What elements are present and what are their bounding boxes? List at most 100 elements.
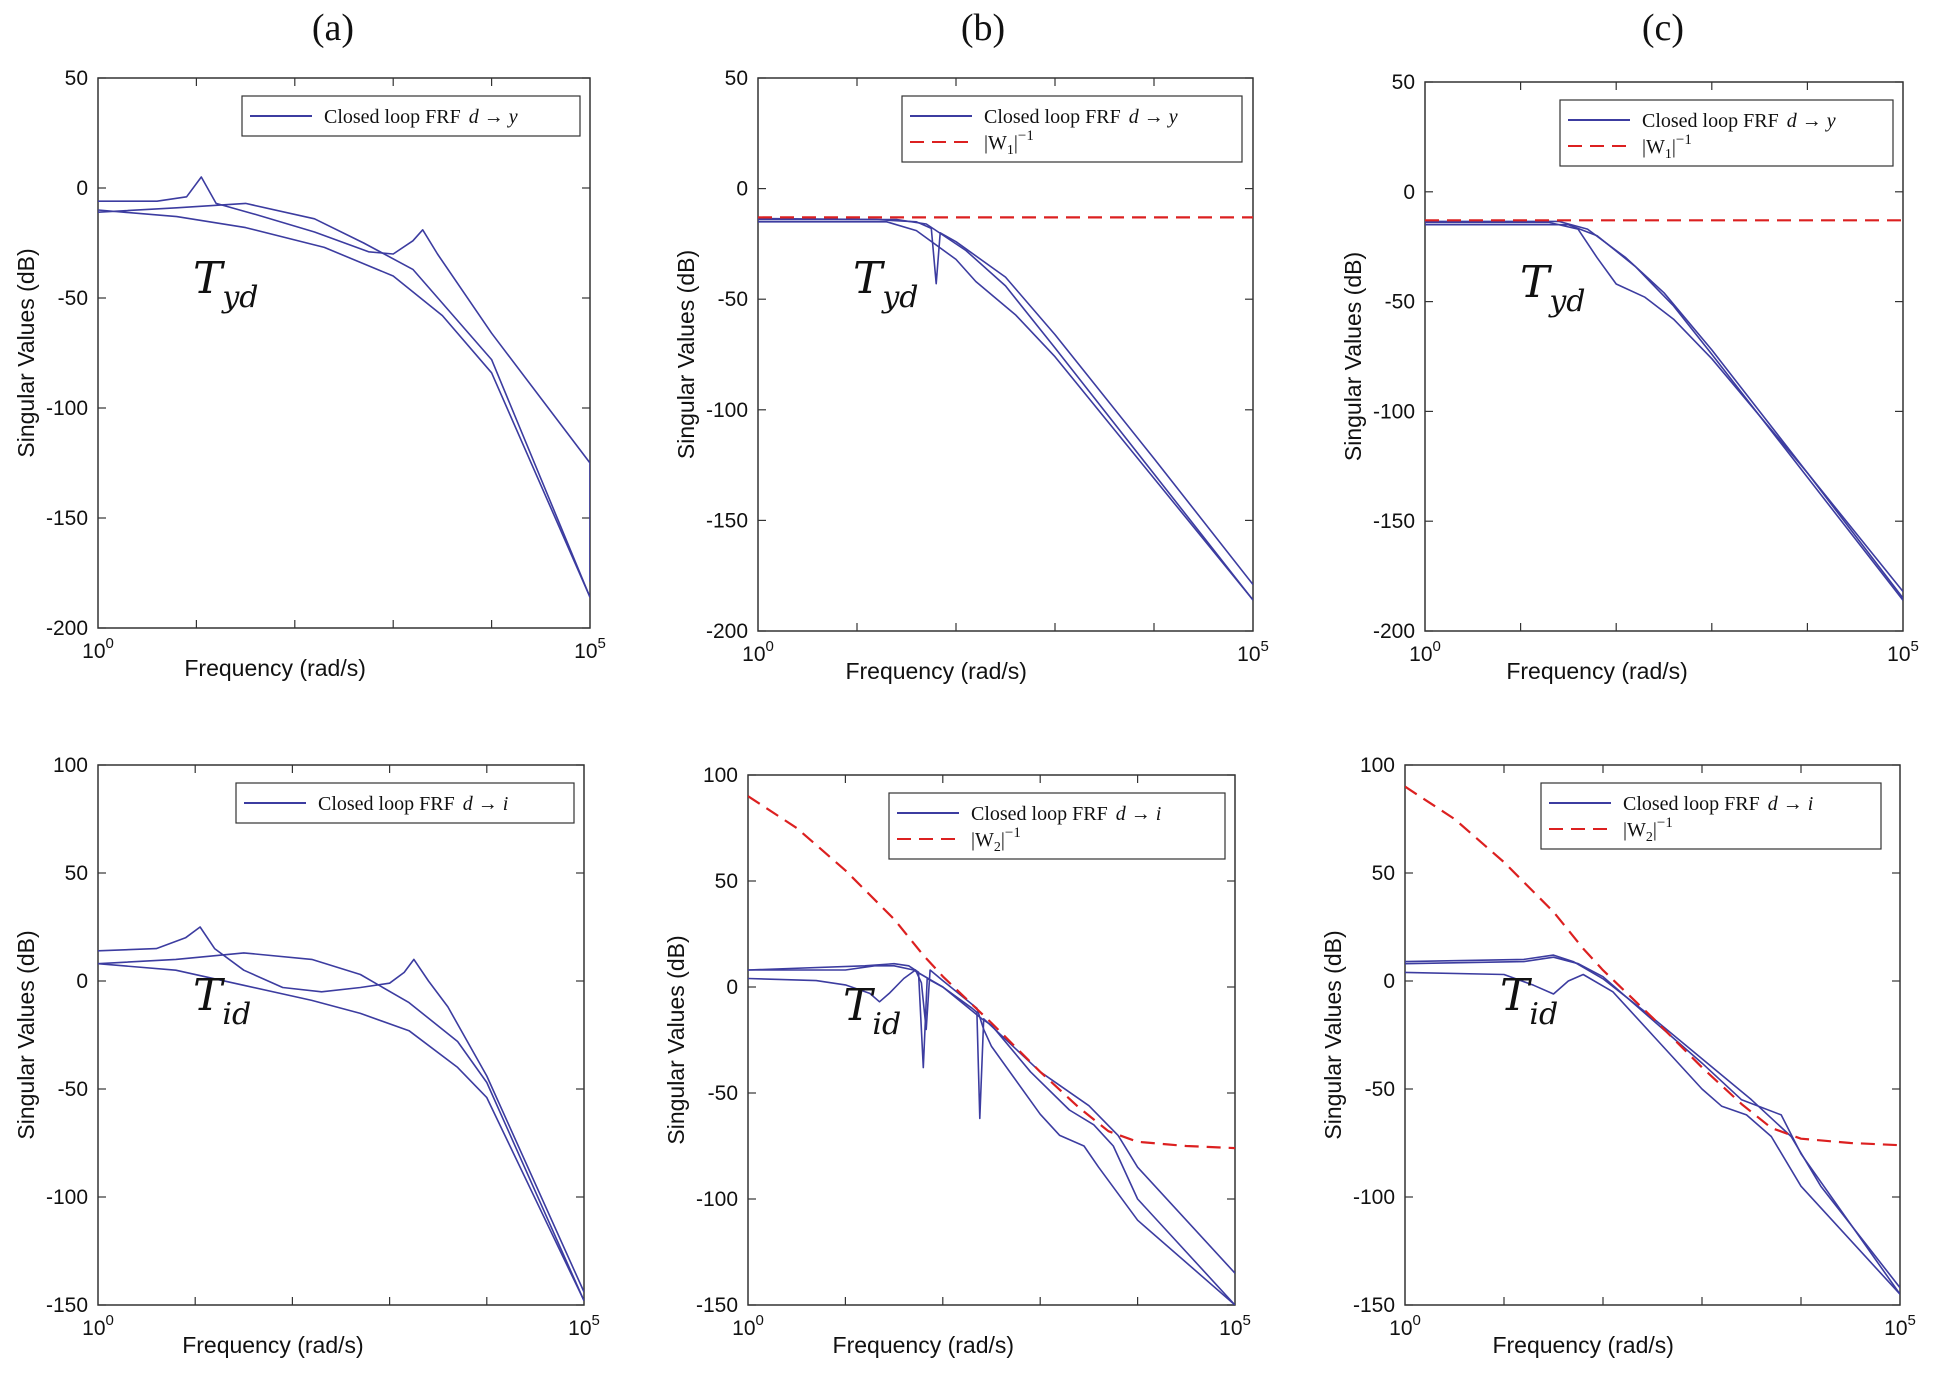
x-axis-label: Frequency (rad/s) bbox=[1492, 1332, 1674, 1358]
legend-math: d → y bbox=[469, 106, 518, 128]
x-tick-base: 10 bbox=[1389, 1317, 1412, 1340]
x-tick-label: 105 bbox=[1237, 638, 1269, 666]
y-tick-label: -150 bbox=[1373, 510, 1415, 533]
y-axis-label: Singular Values (dB) bbox=[663, 935, 689, 1144]
y-tick-label: -100 bbox=[1373, 400, 1415, 423]
legend-math: d → y bbox=[1129, 106, 1178, 128]
legend-text-close: | bbox=[1014, 132, 1018, 154]
y-tick-label: 0 bbox=[726, 976, 738, 999]
y-tick-label: -200 bbox=[46, 617, 88, 640]
y-tick-label: 100 bbox=[1360, 754, 1395, 777]
legend-text-close: | bbox=[1653, 819, 1657, 841]
legend-text: Closed loop FRF bbox=[984, 106, 1121, 128]
panel-label-a: (a) bbox=[312, 7, 354, 49]
y-tick-label: 50 bbox=[725, 67, 748, 90]
annotation-main: T bbox=[1520, 257, 1553, 308]
y-tick-label: 50 bbox=[65, 862, 88, 885]
x-tick-label: 100 bbox=[82, 1312, 114, 1340]
x-tick-label: 105 bbox=[574, 635, 606, 663]
legend-subscript: 1 bbox=[1665, 147, 1672, 162]
x-tick-label: 100 bbox=[82, 635, 114, 663]
legend-text: |W bbox=[984, 132, 1007, 154]
legend-text: |W bbox=[1642, 136, 1665, 158]
x-tick-exponent: 0 bbox=[756, 1312, 764, 1329]
series-line-closed-loop-frf-d-i-1 bbox=[748, 969, 1235, 1305]
y-tick-label: -50 bbox=[1385, 291, 1415, 314]
legend-text: |W bbox=[1623, 819, 1646, 841]
legend-text: Closed loop FRF bbox=[318, 793, 455, 815]
y-tick-label: 50 bbox=[65, 67, 88, 90]
series-line-closed-loop-frf-d-y-2 bbox=[758, 221, 1253, 601]
legend-text: Closed loop FRF bbox=[324, 106, 461, 128]
legend-subscript: 1 bbox=[1007, 143, 1014, 158]
legend-box bbox=[901, 95, 1243, 163]
y-tick-label: 0 bbox=[1383, 970, 1395, 993]
legend: Closed loop FRF d → y bbox=[241, 95, 581, 137]
legend-box bbox=[1559, 99, 1894, 167]
y-tick-label: -50 bbox=[58, 1078, 88, 1101]
plot-area bbox=[757, 77, 1254, 632]
series-line-closed-loop-frf-d-i-2 bbox=[98, 952, 584, 1302]
series-line-closed-loop-frf-d-y-3 bbox=[98, 209, 590, 598]
series-line-closed-loop-frf-d-i-1 bbox=[1405, 971, 1900, 1295]
plot-area bbox=[1424, 81, 1904, 632]
y-tick-label: 50 bbox=[715, 870, 738, 893]
legend-superscript: −1 bbox=[1018, 128, 1034, 144]
y-tick-label: 0 bbox=[76, 177, 88, 200]
x-tick-label: 100 bbox=[742, 638, 774, 666]
annotation-main: T bbox=[193, 253, 226, 304]
annotation-subscript: id bbox=[872, 1007, 901, 1042]
x-axis-label: Frequency (rad/s) bbox=[182, 1332, 364, 1358]
x-tick-base: 10 bbox=[1884, 1317, 1907, 1340]
y-axis-label: Singular Values (dB) bbox=[1320, 930, 1346, 1139]
x-tick-label: 100 bbox=[1389, 1312, 1421, 1340]
series-line-closed-loop-frf-d-i-2 bbox=[1405, 956, 1900, 1295]
annotation-subscript: id bbox=[222, 997, 251, 1032]
legend-text-close: | bbox=[1672, 136, 1676, 158]
legend-subscript: 2 bbox=[994, 840, 1001, 855]
x-tick-base: 10 bbox=[568, 1317, 591, 1340]
y-tick-label: 0 bbox=[1403, 181, 1415, 204]
panel-label-c: (c) bbox=[1642, 7, 1684, 49]
x-tick-label: 100 bbox=[732, 1312, 764, 1340]
x-tick-exponent: 0 bbox=[1433, 638, 1441, 655]
annotation-subscript: yd bbox=[880, 280, 918, 315]
series-line-closed-loop-frf-d-y-3 bbox=[1425, 223, 1903, 601]
series-line-closed-loop-frf-d-y-1 bbox=[98, 176, 590, 582]
x-tick-exponent: 5 bbox=[1261, 638, 1269, 655]
annotation-main: T bbox=[193, 970, 226, 1021]
legend-math: d → y bbox=[1787, 110, 1836, 132]
y-tick-label: -50 bbox=[58, 287, 88, 310]
legend-math: d → i bbox=[1116, 803, 1162, 825]
legend-entry: Closed loop FRF d → y bbox=[1642, 110, 1836, 132]
x-tick-base: 10 bbox=[82, 640, 105, 663]
x-tick-exponent: 5 bbox=[1908, 1312, 1916, 1329]
series-line-closed-loop-frf-d-y-2 bbox=[98, 202, 590, 598]
legend-entry: Closed loop FRF d → y bbox=[324, 106, 518, 128]
x-tick-exponent: 0 bbox=[106, 1312, 114, 1329]
legend-entry: Closed loop FRF d → i bbox=[318, 793, 508, 815]
x-axis-label: Frequency (rad/s) bbox=[833, 1332, 1015, 1358]
y-tick-label: -150 bbox=[706, 509, 748, 532]
series-line-closed-loop-frf-d-y-2 bbox=[1425, 220, 1903, 599]
y-axis-label: Singular Values (dB) bbox=[1340, 252, 1366, 461]
y-tick-label: -150 bbox=[46, 507, 88, 530]
legend-superscript: −1 bbox=[1657, 815, 1673, 831]
legend-entry: Closed loop FRF d → i bbox=[1623, 793, 1813, 815]
series-group bbox=[748, 795, 1235, 1305]
x-tick-base: 10 bbox=[1409, 643, 1432, 666]
y-tick-label: 0 bbox=[76, 970, 88, 993]
x-axis-label: Frequency (rad/s) bbox=[845, 658, 1027, 684]
legend-entry: Closed loop FRF d → i bbox=[971, 803, 1161, 825]
legend-entry: |W1|−1 bbox=[984, 128, 1034, 158]
y-tick-label: -100 bbox=[46, 1186, 88, 1209]
x-tick-label: 105 bbox=[568, 1312, 600, 1340]
transfer-function-annotation: Tyd bbox=[1520, 257, 1586, 319]
